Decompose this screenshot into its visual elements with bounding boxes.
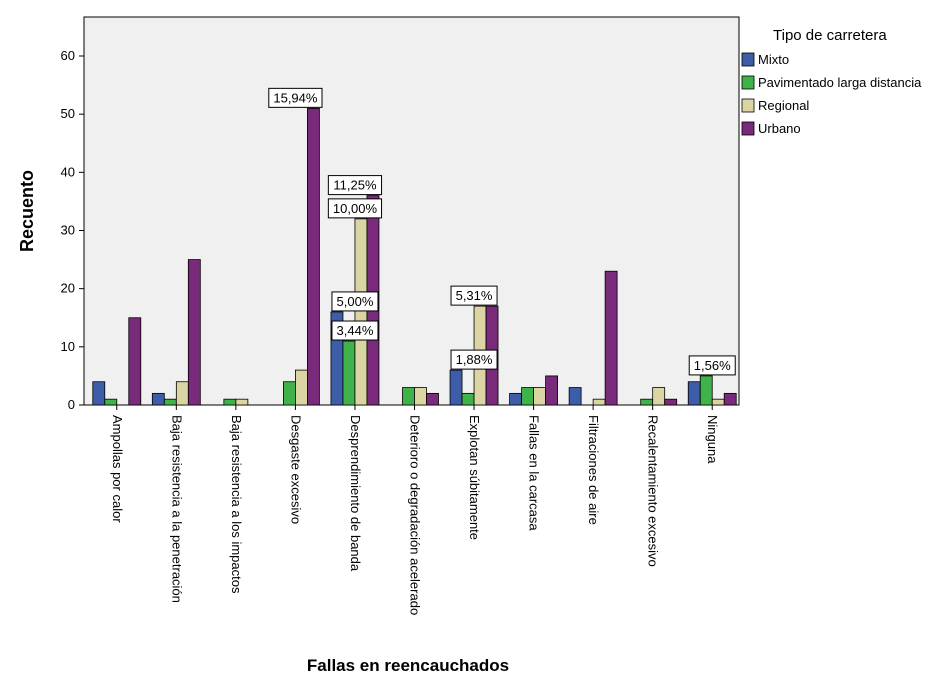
bar (521, 387, 534, 406)
annotation-label: 3,44% (337, 323, 374, 338)
x-tick-label: Baja resistencia a la penetración (169, 415, 184, 603)
bar (711, 398, 725, 406)
annotation-label: 15,94% (273, 90, 318, 105)
annotation-box (327, 198, 383, 219)
y-axis-title: Recuento (17, 170, 37, 252)
bar (151, 392, 165, 406)
bar (723, 392, 737, 406)
bar (187, 259, 201, 406)
annotation-label: 1,88% (456, 352, 493, 367)
annotation-box (450, 285, 498, 306)
bar (295, 369, 308, 406)
y-tick-label: 30 (61, 223, 75, 238)
x-tick-label: Filtraciones de aire (586, 415, 601, 525)
bar (640, 398, 654, 406)
legend-swatch (741, 121, 755, 136)
y-axis: 0 10 20 30 40 50 60 (61, 48, 84, 412)
x-tick-label: Ampollas por calor (110, 415, 125, 523)
legend-swatch (741, 52, 755, 67)
bar (414, 387, 427, 406)
y-tick-label: 10 (61, 339, 75, 354)
legend-label: Urbano (758, 121, 801, 136)
bar (104, 398, 118, 406)
bar (604, 270, 618, 406)
legend-label: Pavimentado larga distancia (758, 75, 922, 90)
x-tick-label: Deterioro o degradación acelerado (408, 415, 423, 615)
y-tick-label: 40 (61, 164, 75, 179)
annotation-label: 5,31% (456, 288, 493, 303)
bar (283, 381, 296, 406)
y-tick-label: 0 (68, 397, 75, 412)
x-tick-label: Baja resistencia a los impactos (229, 415, 244, 594)
annotation-box (268, 87, 323, 108)
bar (235, 398, 249, 406)
bar (223, 398, 237, 406)
annotation-label: 10,00% (333, 201, 378, 216)
bar (92, 381, 106, 406)
annotations: 15,94% 11,25% 10,00% 5,31% 5,00% 3,44% 1,88% 1,… (268, 87, 736, 376)
y-tick-label: 50 (61, 106, 75, 121)
bar (307, 107, 320, 406)
bar (163, 398, 177, 406)
x-axis: Ampollas por calor Baja resistencia a la … (110, 405, 720, 615)
y-tick-label: 20 (61, 281, 75, 296)
bar (687, 381, 701, 406)
bar (545, 375, 558, 406)
bar (533, 387, 546, 406)
bar (509, 392, 522, 406)
x-tick-label: Fallas en la carcasa (527, 415, 542, 531)
x-tick-label: Desgaste excesivo (288, 415, 303, 524)
x-tick-label: Explotan súbitamente (467, 415, 482, 540)
x-tick-label: Desprendimiento de banda (348, 415, 363, 572)
legend-label: Regional (758, 98, 809, 113)
annotation-box (688, 355, 736, 376)
x-tick-label: Recalentamiento excesivo (646, 415, 661, 567)
bar (652, 387, 666, 406)
bar (664, 398, 678, 406)
annotation-box (327, 175, 383, 196)
legend-title: Tipo de carretera (773, 27, 887, 44)
y-tick-label: 60 (61, 48, 75, 63)
x-axis-title: Fallas en reencauchados (307, 656, 509, 675)
legend: Tipo de carretera Mixto Pavimentado larga… (741, 27, 922, 136)
bar (175, 381, 189, 406)
legend-swatch (741, 75, 755, 90)
bar (354, 218, 368, 406)
bar (128, 317, 142, 406)
plot-area (83, 16, 740, 406)
bar (568, 387, 582, 406)
annotation-label: 1,56% (694, 358, 731, 373)
bar (461, 392, 475, 406)
annotation-label: 5,00% (337, 294, 374, 309)
annotation-label: 11,25% (333, 178, 377, 193)
legend-swatch (741, 98, 755, 113)
bar (449, 369, 463, 406)
bar (592, 398, 606, 406)
bar (402, 387, 415, 406)
legend-label: Mixto (758, 52, 789, 67)
bar (699, 375, 713, 406)
annotation-box (331, 291, 379, 312)
annotation-box (450, 349, 498, 370)
x-tick-label: Ninguna (705, 415, 720, 464)
bar (342, 340, 356, 406)
bar (426, 392, 439, 406)
annotation-box (331, 320, 379, 341)
